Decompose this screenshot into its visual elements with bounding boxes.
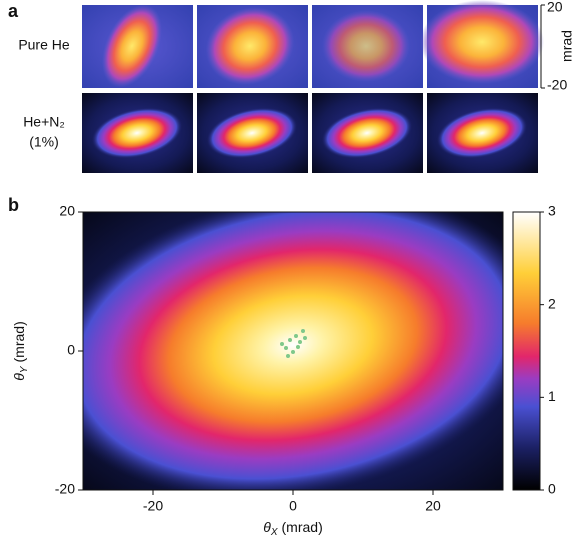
axis-subscript: X: [270, 527, 278, 538]
row-label: (1%): [29, 134, 59, 150]
panel-label: a: [8, 1, 19, 21]
figure: aPure HeHe+N₂(1%)-2020mradb-20020-20020θ…: [0, 0, 580, 542]
point: [301, 329, 305, 333]
colorbar-tick-label: 1: [548, 388, 556, 404]
axis-subscript: Y: [19, 365, 30, 373]
image-blob: [420, 0, 544, 84]
point: [296, 345, 300, 349]
axis-label: θX(mrad): [263, 519, 323, 538]
axis-unit: (mrad): [11, 321, 27, 362]
point: [303, 336, 307, 340]
panel-b-image: [21, 154, 565, 536]
y-tick-label: 0: [67, 342, 75, 358]
point: [298, 340, 302, 344]
x-tick-label: 0: [289, 498, 297, 514]
panel-a-images: [82, 0, 544, 173]
y-tick-label: 20: [547, 0, 563, 15]
colorbar: [513, 212, 540, 490]
y-tick-label: 20: [59, 203, 75, 219]
x-tick-label: 20: [425, 498, 441, 514]
point: [294, 334, 298, 338]
axis-unit: (mrad): [282, 519, 323, 535]
axis-label: θY(mrad): [11, 321, 30, 381]
y-tick-label: -20: [55, 481, 75, 497]
point: [280, 342, 284, 346]
x-tick-label: -20: [143, 498, 163, 514]
row-label: He+N₂: [23, 114, 65, 130]
y-axis-label: mrad: [559, 30, 575, 62]
panel-label: b: [8, 195, 19, 215]
image-blob: [322, 10, 410, 82]
colorbar-tick-label: 0: [548, 481, 556, 497]
row-label: Pure He: [18, 37, 70, 53]
point: [291, 350, 295, 354]
y-tick-label: -20: [547, 77, 567, 93]
colorbar-tick-label: 2: [548, 295, 556, 311]
colorbar-tick-label: 3: [548, 203, 556, 219]
point: [286, 354, 290, 358]
page: {"chart_data": [ {"type": "image-grid", …: [0, 0, 580, 542]
point: [284, 346, 288, 350]
point: [288, 338, 292, 342]
